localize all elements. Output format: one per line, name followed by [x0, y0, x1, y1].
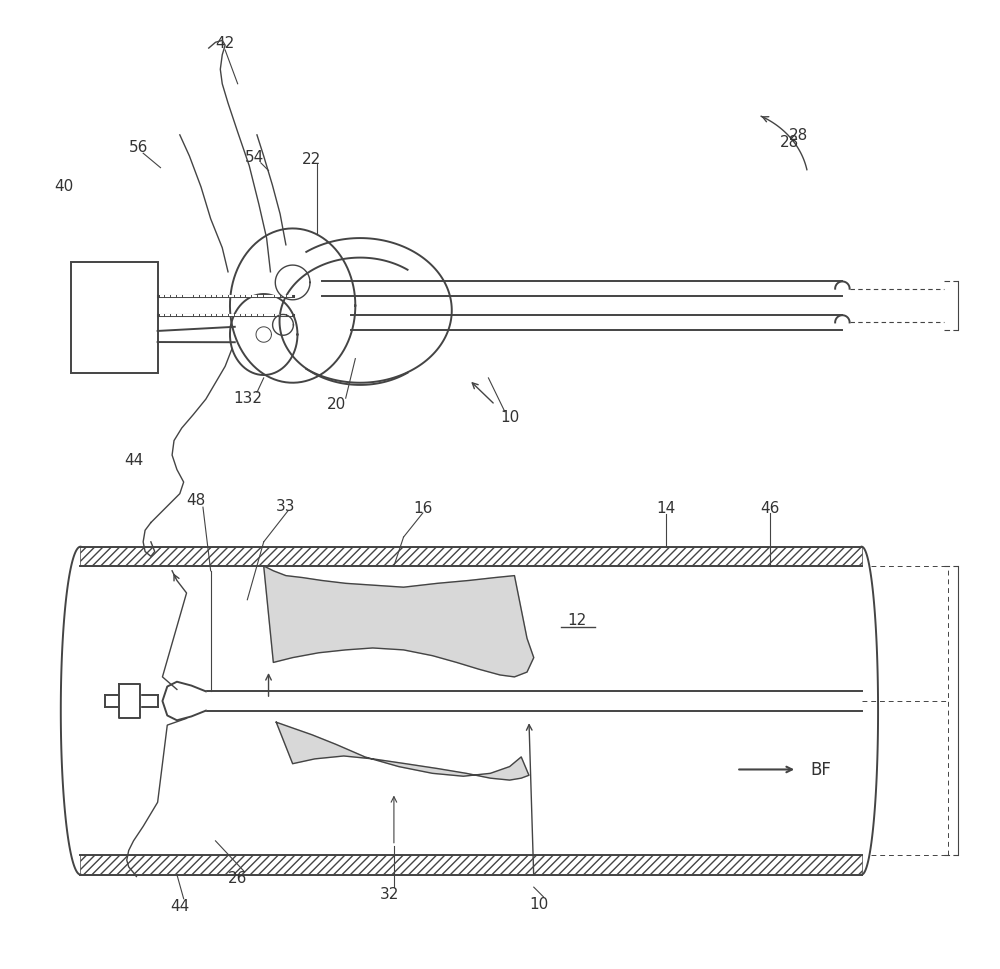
Text: 10: 10 [529, 896, 548, 911]
Polygon shape [119, 684, 140, 719]
Text: 16: 16 [413, 500, 433, 516]
Text: 26: 26 [228, 870, 247, 885]
Text: 28: 28 [789, 128, 809, 143]
Polygon shape [264, 567, 534, 677]
Text: BF: BF [811, 761, 831, 779]
Text: 22: 22 [302, 151, 322, 167]
Text: 46: 46 [760, 500, 780, 516]
Text: 20: 20 [326, 397, 346, 412]
Text: 132: 132 [233, 391, 262, 405]
Text: 32: 32 [379, 887, 399, 901]
Text: 14: 14 [656, 500, 676, 516]
Text: 54: 54 [244, 149, 264, 165]
Polygon shape [162, 682, 206, 721]
Text: 44: 44 [170, 898, 189, 913]
Text: 48: 48 [187, 492, 206, 508]
Text: 56: 56 [129, 140, 148, 155]
Bar [71, 263, 158, 374]
Text: 28: 28 [780, 135, 799, 150]
Text: 44: 44 [124, 453, 143, 468]
Text: 12: 12 [568, 611, 587, 627]
Polygon shape [276, 723, 529, 780]
Text: 10: 10 [500, 410, 519, 424]
Text: 40: 40 [54, 178, 74, 194]
Text: 42: 42 [216, 36, 235, 50]
Text: 33: 33 [276, 498, 296, 514]
